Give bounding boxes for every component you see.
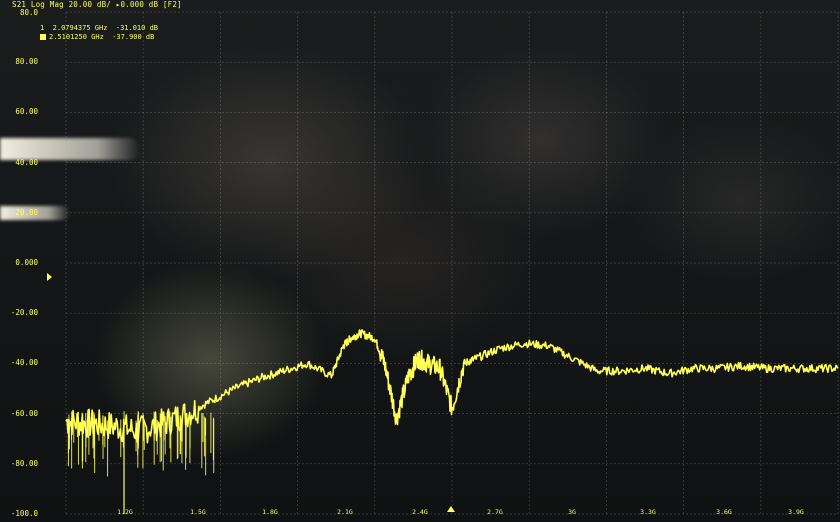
trace-noise-spikes (67, 411, 215, 514)
x-tick-label: 1.5G (190, 508, 206, 516)
y-tick-label: 80.00 (15, 57, 38, 67)
marker-triangle-icon (447, 506, 455, 512)
y-tick-label: -100.0 (10, 509, 38, 518)
x-tick-label: 3G (568, 508, 576, 516)
y-tick-label: -60.00 (10, 408, 38, 418)
trace-header: S21 Log Mag 20.00 dB/ ▸0.000 dB [F2] (12, 0, 182, 9)
y-tick-label: -40.00 (10, 358, 38, 368)
y-tick-label: 20.00 (15, 207, 38, 217)
marker-2-readout-text: 2.5101250 GHz -37.900 dB (49, 33, 155, 41)
marker-1-readout: 1 2.0794375 GHz -31.010 dB (40, 24, 159, 32)
graticule (65, 11, 839, 515)
light-reflection-upper (0, 138, 140, 160)
x-tick-label: 2.1G (337, 508, 353, 516)
light-reflection-lower (0, 206, 70, 220)
x-tick-label: 1.8G (262, 508, 278, 516)
x-tick-label: 1.2G (117, 508, 133, 516)
active-marker-icon (40, 34, 46, 40)
y-tick-label: 60.00 (15, 107, 38, 117)
marker-2-readout: 2.5101250 GHz -37.900 dB (40, 33, 154, 41)
x-tick-label: 3.3G (640, 508, 656, 516)
y-tick-label: 80.0 (19, 8, 38, 17)
y-tick-label: -20.00 (10, 308, 38, 318)
y-tick-label: -80.00 (10, 458, 38, 468)
x-tick-label: 3.9G (788, 508, 804, 516)
x-tick-label: 2.4G (412, 508, 428, 516)
y-tick-label: 0.000 (15, 258, 38, 267)
y-tick-label: 40.00 (15, 157, 38, 167)
reference-level-arrow-icon (47, 273, 52, 281)
x-tick-label: 3.6G (716, 508, 732, 516)
s21-trace (65, 329, 839, 444)
x-tick-label: 2.7G (487, 508, 503, 516)
